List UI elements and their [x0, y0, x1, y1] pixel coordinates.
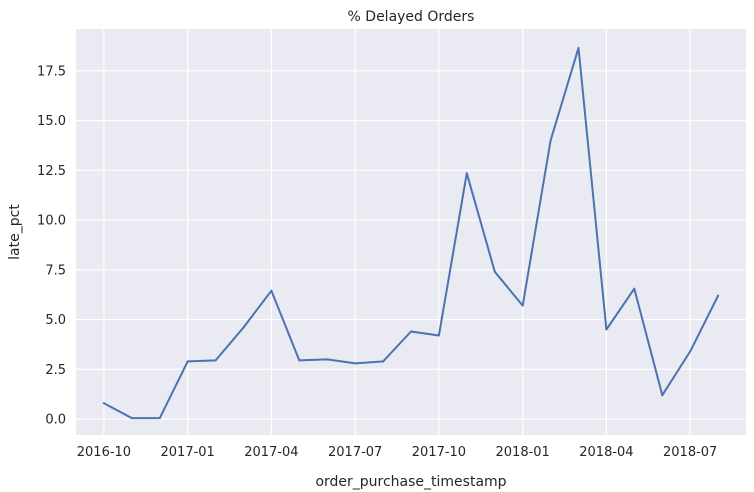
data-point — [102, 402, 105, 405]
x-tick-label: 2018-04 — [579, 445, 633, 460]
x-tick-label: 2018-01 — [496, 445, 550, 460]
x-tick-label: 2017-10 — [412, 445, 466, 460]
y-tick-label: 12.5 — [37, 164, 66, 179]
data-point — [326, 358, 329, 361]
data-point — [270, 289, 273, 292]
data-point — [130, 417, 133, 420]
data-point — [605, 328, 608, 331]
y-tick-label: 10.0 — [37, 214, 66, 229]
x-tick-label: 2018-07 — [663, 445, 717, 460]
x-axis-label: order_purchase_timestamp — [315, 474, 506, 490]
data-point — [577, 46, 580, 49]
data-point — [661, 394, 664, 397]
y-tick-label: 7.5 — [45, 263, 66, 278]
data-point — [493, 270, 496, 273]
data-point — [382, 360, 385, 363]
data-point — [186, 360, 189, 363]
data-point — [242, 326, 245, 329]
x-tick-label: 2017-04 — [244, 445, 298, 460]
data-point — [158, 417, 161, 420]
data-point — [298, 359, 301, 362]
x-tick-label: 2016-10 — [77, 445, 131, 460]
grid-lines — [76, 29, 746, 435]
data-point — [689, 350, 692, 353]
y-tick-label: 5.0 — [45, 313, 66, 328]
data-point — [354, 362, 357, 365]
x-tick-label: 2017-07 — [328, 445, 382, 460]
x-axis-ticks: 2016-10 2017-01 2017-04 2017-07 2017-10 2018-… — [77, 445, 718, 460]
data-point — [633, 287, 636, 290]
data-point — [549, 139, 552, 142]
data-point — [521, 304, 524, 307]
y-tick-label: 15.0 — [37, 114, 66, 129]
data-point — [410, 330, 412, 333]
data-point — [717, 294, 720, 297]
series-layer — [102, 46, 720, 420]
chart-title: % Delayed Orders — [348, 9, 475, 25]
y-tick-label: 0.0 — [45, 413, 66, 428]
data-point — [437, 334, 440, 337]
y-tick-label: 2.5 — [45, 363, 66, 378]
data-point — [465, 172, 468, 175]
y-tick-label: 17.5 — [37, 64, 66, 79]
x-tick-label: 2017-01 — [161, 445, 215, 460]
plot-area — [76, 29, 746, 435]
data-point — [214, 359, 217, 362]
y-axis-ticks: 0.0 2.5 5.0 7.5 10.0 12.5 15.0 17.5 — [37, 64, 66, 427]
y-axis-label: late_pct — [7, 204, 23, 260]
